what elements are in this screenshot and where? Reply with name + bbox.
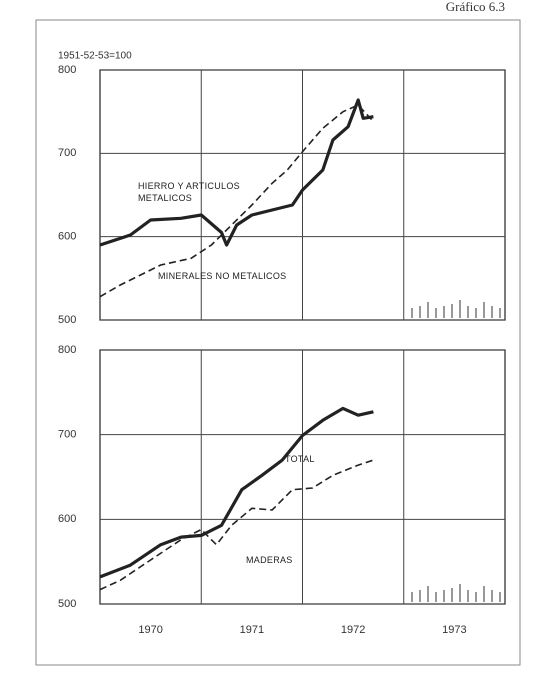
y-tick-label: 500 <box>58 314 76 326</box>
y-tick-label: 800 <box>58 344 76 356</box>
placeholder-bars <box>411 300 501 602</box>
series-label: MADERAS <box>246 555 293 565</box>
y-tick-label: 500 <box>58 598 76 610</box>
frame <box>35 19 521 666</box>
y-tick-label: 600 <box>58 513 76 525</box>
figure-header: Gráfico 6.3 <box>446 0 505 14</box>
series-label: TOTAL <box>285 454 315 464</box>
series-label: HIERRO Y ARTICULOS METALICOS <box>138 181 240 203</box>
y-axis-label: 1951-52-53=100 <box>58 51 132 62</box>
y-tick-label: 700 <box>58 429 76 441</box>
series-line <box>99 98 374 247</box>
y-tick-label: 600 <box>58 231 76 243</box>
series-label: MINERALES NO METALICOS <box>158 271 287 281</box>
series-line <box>99 406 374 579</box>
series-line <box>99 459 374 591</box>
x-tick-label: 1972 <box>341 624 365 636</box>
y-tick-label: 700 <box>58 147 76 159</box>
x-tick-label: 1971 <box>240 624 264 636</box>
x-tick-label: 1970 <box>138 624 162 636</box>
y-tick-label: 800 <box>58 64 76 76</box>
x-tick-label: 1973 <box>442 624 466 636</box>
series-line <box>99 104 374 298</box>
